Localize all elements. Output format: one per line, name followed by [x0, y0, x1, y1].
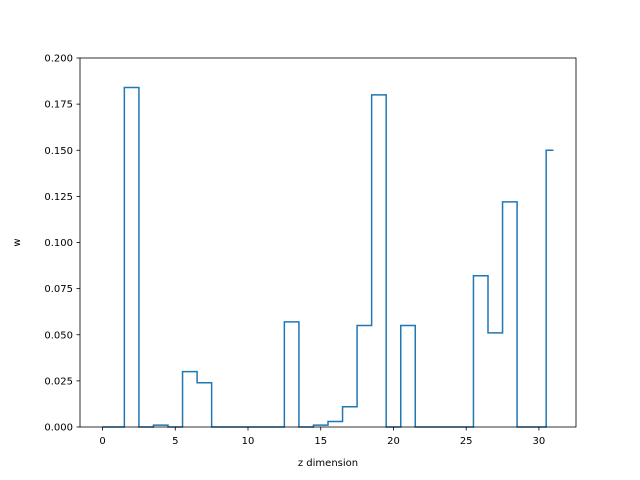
x-tick-label: 5: [172, 436, 178, 447]
y-tick-label: 0.125: [44, 192, 73, 203]
y-tick-label: 0.100: [44, 238, 73, 249]
axes-frame: [79, 57, 577, 428]
x-tick-label: 30: [533, 436, 546, 447]
y-tick-label: 0.025: [44, 376, 73, 387]
x-tick-label: 25: [460, 436, 473, 447]
y-axis-label: w: [12, 238, 23, 246]
x-tick-label: 0: [99, 436, 105, 447]
y-tick-label: 0.050: [44, 330, 73, 341]
y-tick-label: 0.175: [44, 100, 73, 111]
y-tick-label: 0.000: [44, 423, 73, 434]
y-axis-ticks: 0.000 0.025 0.050 0.075 0.100 0.125 0.150 0.175…: [44, 54, 80, 434]
y-tick-label: 0.200: [44, 54, 73, 65]
x-tick-label: 15: [314, 436, 327, 447]
x-tick-label: 20: [387, 436, 400, 447]
x-tick-label: 10: [242, 436, 255, 447]
y-tick-label: 0.075: [44, 284, 73, 295]
x-axis-label: z dimension: [298, 458, 358, 469]
x-axis-ticks: 0 5 10 15 20 25 30: [99, 427, 545, 447]
y-tick-label: 0.150: [44, 146, 73, 157]
